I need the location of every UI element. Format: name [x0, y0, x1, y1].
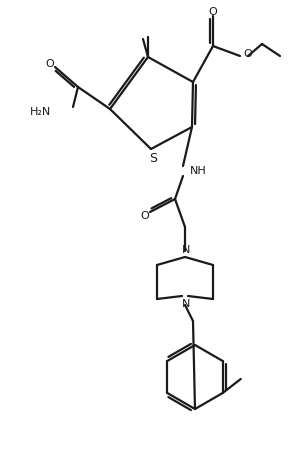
- Text: H₂N: H₂N: [30, 107, 51, 117]
- Text: S: S: [149, 151, 157, 164]
- Text: O: O: [46, 59, 54, 69]
- Text: N: N: [182, 299, 190, 308]
- Text: O: O: [208, 7, 217, 17]
- Text: O: O: [141, 211, 150, 221]
- Text: NH: NH: [190, 166, 207, 175]
- Text: N: N: [182, 244, 190, 254]
- Text: O: O: [243, 49, 252, 59]
